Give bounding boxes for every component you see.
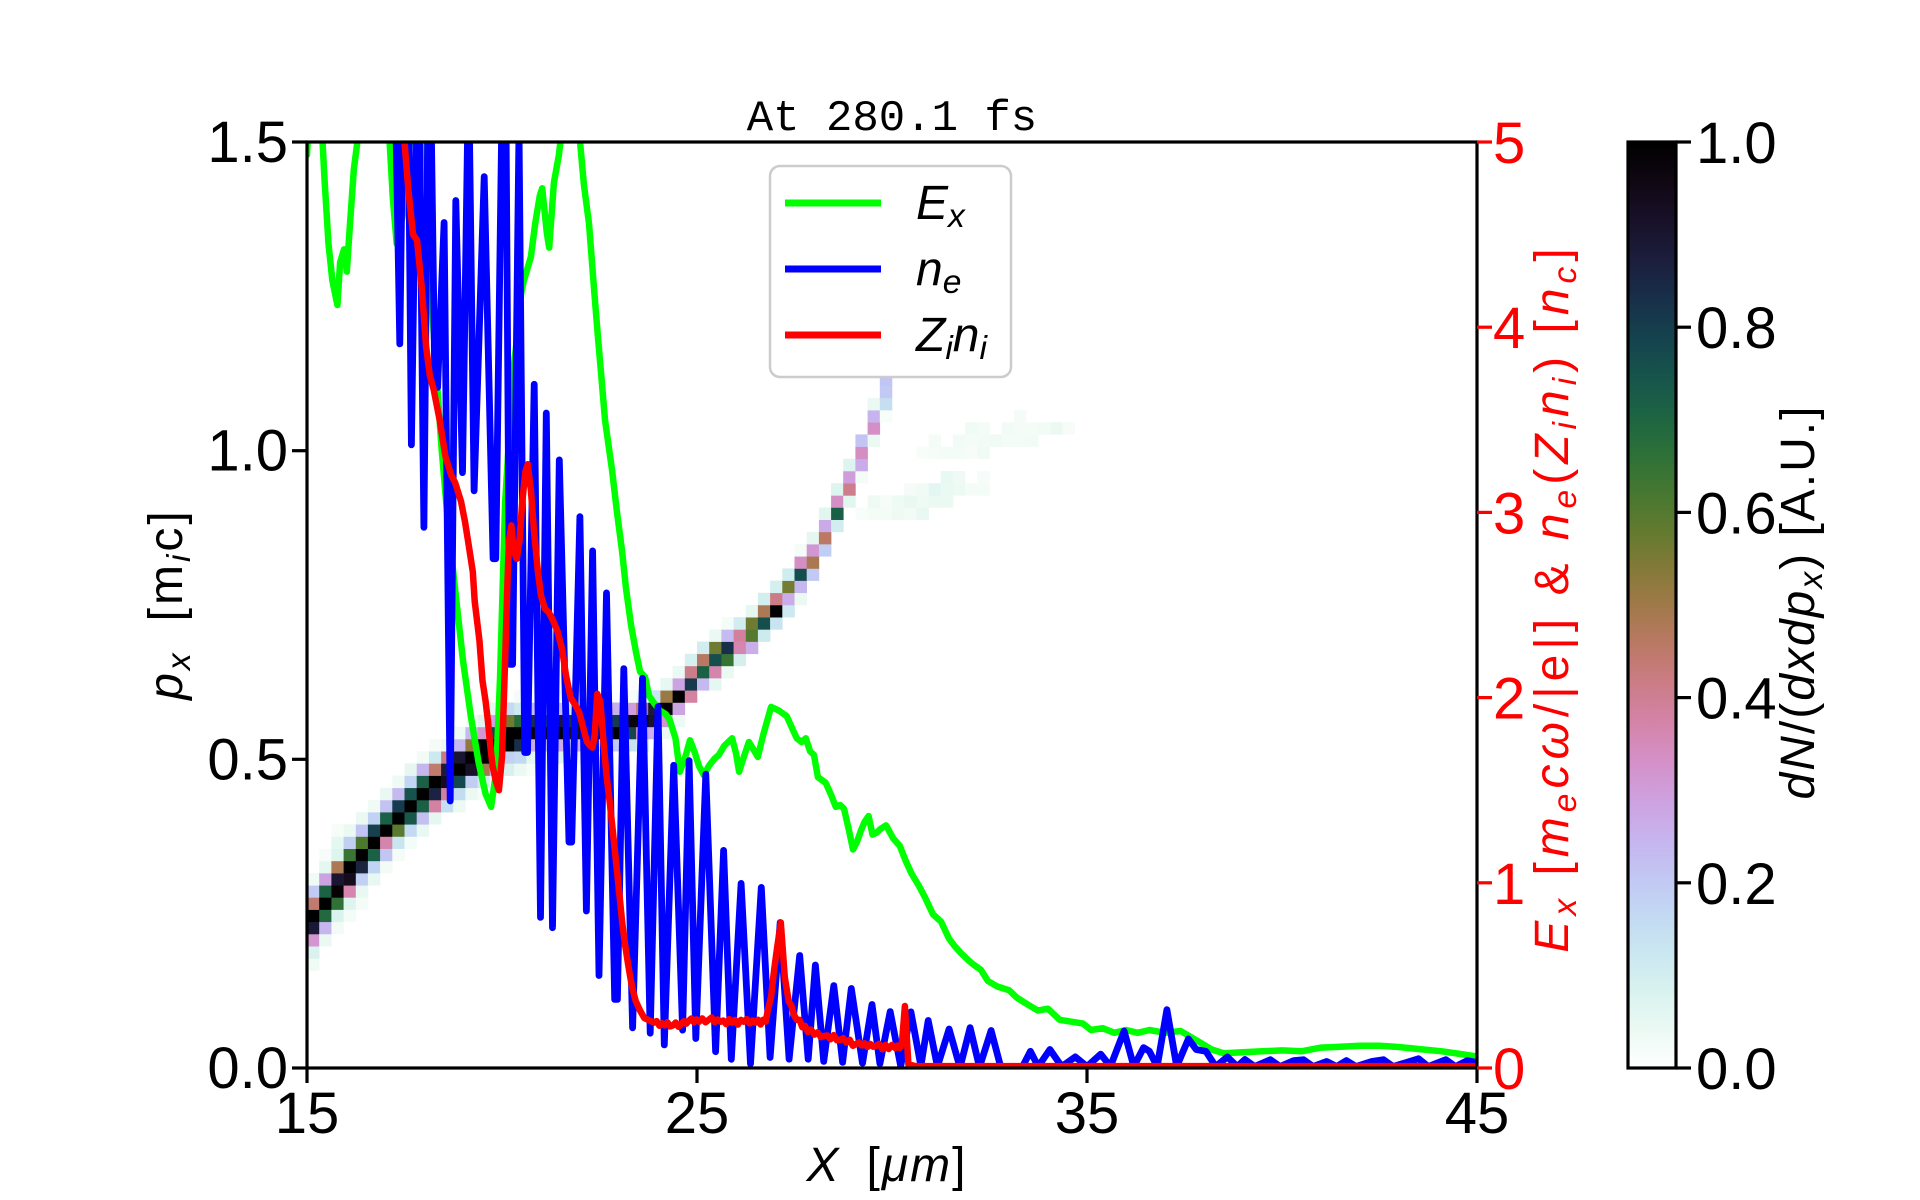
svg-text:px​ [mi​c]: px​ [mi​c] — [140, 508, 198, 702]
svg-text:0.5: 0.5 — [207, 727, 288, 792]
svg-text:0.0: 0.0 — [1696, 1037, 1777, 1102]
svg-text:0.8: 0.8 — [1696, 296, 1777, 361]
svg-text:2: 2 — [1493, 667, 1525, 732]
svg-text:0.0: 0.0 — [207, 1036, 288, 1101]
svg-text:45: 45 — [1445, 1081, 1510, 1146]
svg-text:1.0: 1.0 — [1696, 111, 1777, 176]
svg-text:Ex​ [me​cω/|e|] & ne​(Zi​ni​): Ex​ [me​cω/|e|] & ne​(Zi​ni​) [nc​] — [1526, 243, 1584, 952]
svg-text:Zi​ni​: Zi​ni​ — [915, 309, 989, 367]
svg-text:0: 0 — [1493, 1037, 1525, 1102]
svg-text:25: 25 — [665, 1081, 730, 1146]
svg-text:X [μm]: X [μm] — [806, 1139, 968, 1192]
svg-text:4: 4 — [1493, 296, 1525, 361]
svg-text:0.2: 0.2 — [1696, 852, 1777, 917]
svg-text:Ex​: Ex​ — [916, 177, 966, 235]
svg-text:5: 5 — [1493, 111, 1525, 176]
svg-text:0.4: 0.4 — [1696, 667, 1777, 732]
svg-text:35: 35 — [1055, 1081, 1120, 1146]
svg-text:15: 15 — [275, 1081, 340, 1146]
svg-text:dN/(dxdpx​) [A.U.]: dN/(dxdpx​) [A.U.] — [1772, 405, 1830, 800]
svg-text:ne​: ne​ — [916, 243, 961, 301]
svg-text:1.0: 1.0 — [207, 419, 288, 484]
svg-text:1.5: 1.5 — [207, 110, 288, 175]
svg-text:3: 3 — [1493, 481, 1525, 546]
svg-text:0.6: 0.6 — [1696, 481, 1777, 546]
svg-text:At 280.1 fs: At 280.1 fs — [747, 94, 1037, 144]
svg-text:1: 1 — [1493, 852, 1525, 917]
